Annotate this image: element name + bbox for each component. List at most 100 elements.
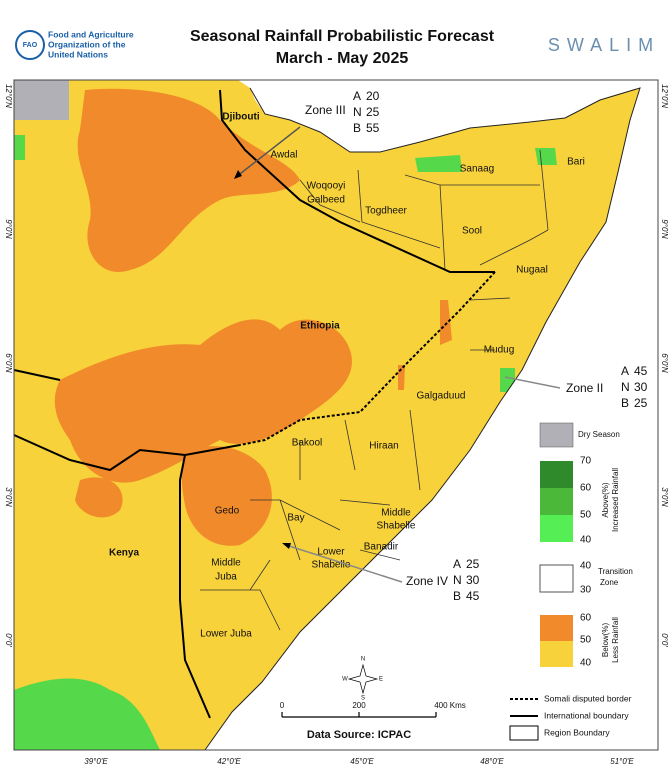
lat-label: 0°0' [4, 633, 13, 647]
legend-level: 30 [580, 585, 592, 596]
below-area [77, 88, 300, 272]
region-label: Bay [287, 513, 304, 524]
scale-label: 200 [352, 701, 366, 710]
region-boundary [200, 149, 549, 631]
zone-probability: 30 [466, 573, 480, 587]
legend-title: Transition [598, 567, 633, 576]
map-frame [13, 79, 659, 751]
zone-table: A 20 N 25 B 55 A 45 N 30 B 25 A 25 N 30 B 45 [353, 89, 648, 603]
lon-label: 39°0'E [84, 757, 108, 766]
international-boundary [13, 434, 241, 719]
above-area [535, 148, 557, 165]
legend-label: Region Boundary [544, 727, 610, 737]
organization: United Nations [48, 49, 108, 59]
legend-swatch [540, 461, 573, 488]
coastline [204, 87, 641, 751]
zone-pointer [285, 544, 403, 583]
above-area [14, 678, 160, 750]
organization: Food and Agriculture [48, 29, 134, 39]
region-label: Lower Juba [200, 629, 252, 640]
region-label: Shabelle [312, 560, 351, 571]
region-label: Bari [567, 157, 585, 168]
zone-probability: 45 [466, 589, 480, 603]
legend-level: 50 [580, 510, 592, 521]
zone-class: N [353, 105, 362, 119]
lat-label: 12°0'N [660, 84, 669, 108]
subtitle: March - May 2025 [276, 50, 409, 67]
scale-bar [281, 712, 437, 718]
lat-label: 3°0'N [4, 487, 13, 507]
zone-probability: 55 [366, 121, 380, 135]
below-area [440, 300, 452, 345]
country-label: Kenya [109, 548, 139, 559]
title: Seasonal Rainfall Probabilistic Forecast [190, 28, 495, 45]
zone-probability: 25 [366, 105, 380, 119]
legend-title: Below(%) [601, 623, 610, 658]
region-label: Banadir [364, 542, 399, 553]
lat-label: 9°0'N [4, 219, 13, 239]
region-label: Galbeed [307, 195, 345, 206]
above-area [415, 155, 462, 172]
compass-label: S [361, 696, 365, 702]
zone-class: A [453, 557, 461, 571]
below-area [54, 319, 352, 483]
legend-level: 50 [580, 635, 592, 646]
compass-label: W [342, 677, 348, 683]
region-label: Togdheer [365, 206, 407, 217]
lat-label: 0°0' [660, 633, 669, 647]
below-area [398, 365, 405, 390]
below-area [181, 446, 272, 546]
legend-label: Somali disputed border [544, 693, 632, 703]
legend-swatch [540, 488, 573, 515]
region-label: Bakool [292, 438, 323, 449]
legend-swatch [539, 564, 574, 593]
legend-level: 40 [580, 561, 592, 572]
region-label: Shabelle [377, 521, 416, 532]
region-label: Awdal [270, 150, 297, 161]
zone-class: A [353, 89, 361, 103]
legend-swatch [540, 615, 573, 641]
zone-arrowhead [282, 543, 291, 549]
international-boundary [219, 89, 495, 273]
region-label: Mudug [484, 345, 515, 356]
fao-logo [15, 30, 45, 60]
legend-title: Zone [600, 578, 619, 587]
region-label: Woqooyi [307, 181, 346, 192]
legend-label: Dry Season [578, 430, 620, 439]
region-label: Middle [381, 508, 411, 519]
zone-pointer [504, 376, 561, 389]
zone-class: B [353, 121, 361, 135]
zone-class: B [621, 396, 629, 410]
zone-probability: 20 [366, 89, 380, 103]
zone-class: B [453, 589, 461, 603]
legend-label: International boundary [544, 710, 629, 720]
legend-swatch [540, 515, 573, 542]
country-label: Djibouti [222, 112, 259, 123]
zone-name: Zone III [305, 103, 346, 117]
legend-level: 60 [580, 483, 592, 494]
lat-label: 6°0'N [660, 353, 669, 373]
region-label: Lower [317, 547, 345, 558]
compass-label: N [361, 657, 365, 663]
region-label: Sool [462, 226, 482, 237]
legend-swatch [539, 422, 574, 448]
logo-text: FAO [23, 42, 38, 49]
below-area [75, 477, 123, 518]
lat-label: 6°0'N [4, 353, 13, 373]
region-label: Galgaduud [417, 391, 466, 402]
legend-title: Above(%) [601, 482, 610, 517]
legend-title: Less Rainfall [611, 617, 620, 663]
compass [347, 663, 379, 695]
lat-label: 3°0'N [660, 487, 669, 507]
zone-probability: 30 [634, 380, 648, 394]
zone-class: N [453, 573, 462, 587]
legend-line [509, 725, 539, 741]
legend-title: Increased Rainfall [611, 468, 620, 532]
region-label: Sanaag [460, 164, 494, 175]
organization: Organization of the [48, 39, 126, 49]
brand: SWALIM [548, 35, 660, 55]
lon-label: 48°0'E [480, 757, 504, 766]
dry-season-area [14, 80, 69, 120]
data-source: Data Source: ICPAC [307, 729, 411, 741]
legend-swatch [540, 641, 573, 667]
